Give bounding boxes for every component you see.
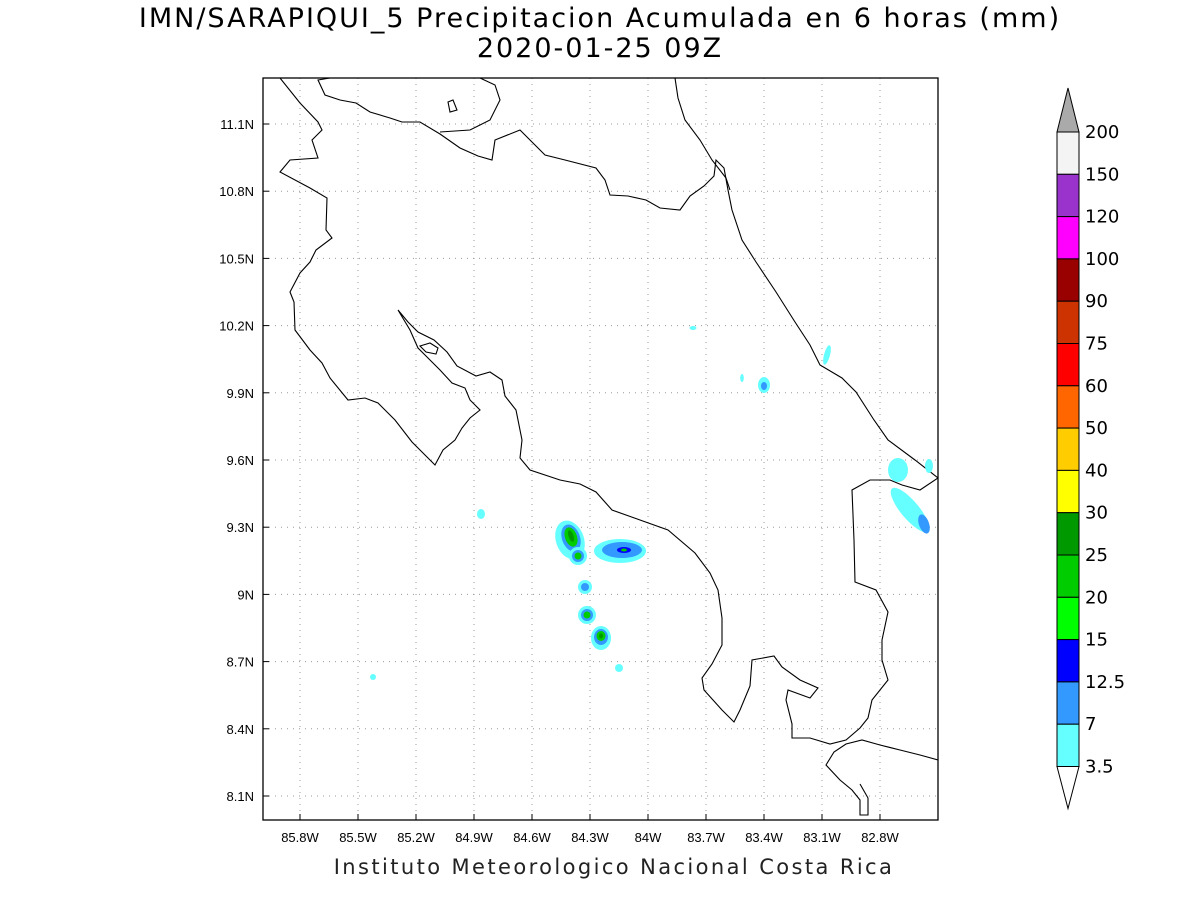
x-tick-label: 84.9W: [455, 830, 493, 845]
island-north: [447, 99, 458, 113]
precip-cell: [615, 664, 623, 672]
colorbar-label: 7: [1085, 714, 1096, 735]
colorbar-label: 90: [1085, 291, 1108, 312]
colorbar-swatch: [1056, 554, 1080, 598]
colorbar-swatch: [1056, 173, 1080, 218]
precip-cell: [888, 458, 908, 482]
x-tick-label: 85.8W: [281, 830, 319, 845]
map-subtitle: 2020-01-25 09Z: [476, 33, 724, 64]
y-tick-label: 10.2N: [219, 319, 254, 334]
coastline-caribbean: [317, 78, 938, 479]
precip-cell: [823, 345, 831, 365]
x-tick-label: 84.3W: [571, 830, 609, 845]
colorbar-swatch: [1056, 723, 1080, 768]
y-tick-label: 8.4N: [227, 722, 254, 737]
lake-arenal: [418, 342, 439, 355]
precip-cell: [621, 548, 627, 552]
coastline-east-nicaragua: [674, 78, 731, 191]
colorbar-under-arrow: [1056, 766, 1080, 811]
precip-cell: [740, 374, 744, 382]
map-title: IMN/SARAPIQUI_5 Precipitacion Acumulada …: [138, 3, 1062, 34]
colorbar-label: 200: [1085, 122, 1119, 143]
precip-cell: [918, 514, 930, 534]
colorbar-swatch: [1056, 596, 1080, 641]
y-tick-label: 11.1N: [220, 117, 254, 132]
precip-cell: [761, 382, 767, 390]
colorbar-label: 30: [1085, 503, 1108, 524]
colorbar-swatch: [1056, 258, 1080, 302]
colorbar-label: 100: [1085, 249, 1119, 270]
colorbar-over-arrow: [1056, 87, 1080, 133]
colorbar-swatch: [1056, 639, 1080, 683]
x-tick-label: 84W: [635, 830, 662, 845]
colorbar-label: 20: [1085, 587, 1108, 608]
colorbar-label: 75: [1085, 334, 1108, 355]
y-tick-label: 10.8N: [219, 184, 254, 199]
axis-ticks: 85.8W 85.5W 85.2W 84.9W 84.6W 84.3W 84W 83.7W 83…: [219, 117, 899, 845]
coastline-nicaragua: [439, 78, 501, 133]
colorbar-swatch: [1056, 385, 1080, 429]
y-tick-label: 10.5N: [219, 251, 254, 266]
colorbar-label: 120: [1085, 207, 1119, 228]
colorbar-swatch: [1056, 512, 1080, 556]
colorbar-swatch: [1056, 300, 1080, 345]
colorbar-label: 3.5: [1085, 757, 1114, 778]
precip-cell: [567, 530, 575, 542]
colorbar: 200 150 120 100 90 75 60 50 40 30 25 20 15 12.5 7 3.5: [1056, 87, 1125, 811]
y-tick-label: 8.7N: [227, 655, 254, 670]
y-tick-label: 9.9N: [227, 386, 254, 401]
colorbar-label: 15: [1085, 630, 1108, 651]
y-tick-label: 8.1N: [227, 789, 254, 804]
colorbar-swatch: [1056, 681, 1080, 725]
coastline-panama-south: [825, 739, 938, 816]
colorbar-label: 40: [1085, 460, 1108, 481]
precip-cell: [574, 552, 582, 560]
x-tick-label: 82.8W: [861, 830, 899, 845]
precip-cell: [370, 674, 376, 680]
precip-cell: [599, 633, 603, 639]
colorbar-label: 25: [1085, 545, 1108, 566]
grid-lines: [263, 78, 938, 820]
precipitation-contours: [370, 326, 933, 680]
precip-cell: [689, 326, 697, 330]
x-tick-label: 85.2W: [397, 830, 435, 845]
colorbar-label: 60: [1085, 376, 1108, 397]
y-tick-label: 9.6N: [227, 453, 254, 468]
coastline-north: [279, 78, 938, 745]
colorbar-label: 150: [1085, 164, 1119, 185]
precip-cell: [581, 583, 589, 591]
x-tick-label: 83.7W: [687, 830, 725, 845]
colorbar-swatch: [1056, 216, 1080, 260]
precip-cell: [477, 509, 485, 519]
colorbar-swatch: [1056, 343, 1080, 387]
y-tick-label: 9.3N: [227, 520, 254, 535]
colorbar-swatch: [1056, 131, 1080, 175]
x-tick-label: 85.5W: [339, 830, 377, 845]
y-tick-label: 9N: [237, 587, 254, 602]
coastlines: [279, 78, 938, 816]
precip-cell: [925, 459, 933, 473]
colorbar-label: 12.5: [1085, 672, 1125, 693]
map-frame: [262, 77, 939, 821]
footer-credit: Instituto Meteorologico Nacional Costa R…: [333, 855, 895, 879]
colorbar-swatch: [1056, 469, 1080, 514]
x-tick-label: 83.1W: [803, 830, 841, 845]
x-tick-label: 83.4W: [745, 830, 783, 845]
x-tick-label: 84.6W: [513, 830, 551, 845]
colorbar-swatch: [1056, 427, 1080, 471]
precip-cell: [583, 611, 591, 619]
colorbar-label: 50: [1085, 418, 1108, 439]
